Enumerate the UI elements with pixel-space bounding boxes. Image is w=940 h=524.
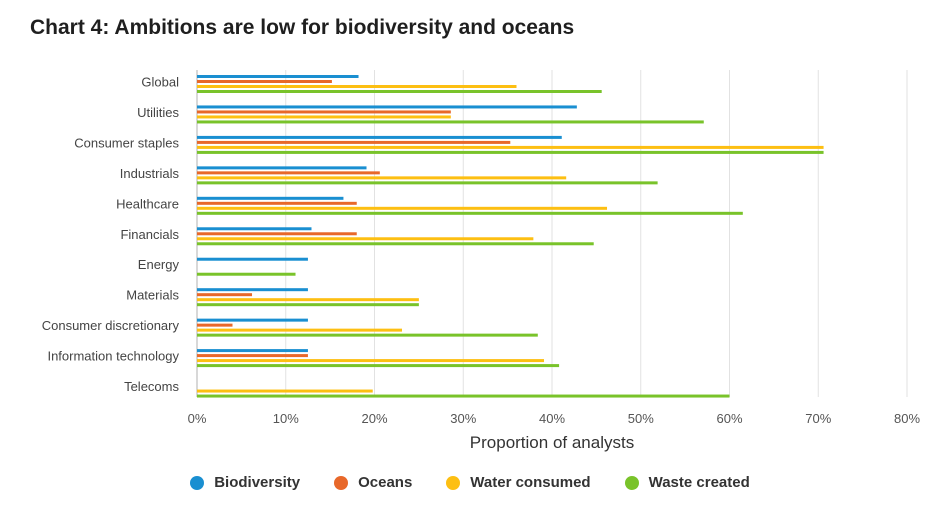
legend-label: Oceans (358, 474, 413, 491)
bar-oceans (197, 171, 380, 175)
bar-waste-created (197, 120, 704, 124)
legend-item: Waste created (624, 474, 750, 491)
bar-water-consumed (197, 206, 608, 210)
bar-biodiversity (197, 227, 312, 231)
bar-water-consumed (197, 176, 567, 180)
legend-label: Biodiversity (214, 474, 301, 491)
x-tick-labels: 0% 10% 20% 30% 40% 50% 60% 70% 80% (188, 411, 921, 426)
category-label: Energy (138, 257, 180, 272)
bar-water-consumed (197, 359, 545, 363)
bar-water-consumed (197, 145, 824, 149)
legend-item: Water consumed (446, 474, 591, 491)
legend-swatch (334, 475, 349, 490)
bar-oceans (197, 232, 357, 236)
bar-water-consumed (197, 115, 451, 119)
category-label: Consumer staples (74, 135, 179, 150)
legend-item: Oceans (334, 474, 412, 491)
x-tick-label: 60% (716, 411, 742, 426)
bar-biodiversity (197, 135, 562, 139)
bar-waste-created (197, 333, 538, 337)
bar-oceans (197, 80, 332, 83)
bar-biodiversity (197, 196, 344, 200)
x-tick-label: 50% (628, 411, 654, 426)
bar-biodiversity (197, 75, 359, 78)
bar-water-consumed (197, 389, 373, 393)
x-tick-label: 10% (273, 411, 299, 426)
legend-swatch (446, 475, 461, 490)
bar-oceans (197, 323, 233, 327)
chart-title: Chart 4: Ambitions are low for biodivers… (30, 16, 575, 39)
bar-biodiversity (197, 318, 308, 322)
bar-waste-created (197, 364, 560, 368)
x-tick-label: 20% (361, 411, 387, 426)
bar-water-consumed (197, 237, 534, 241)
legend-label: Waste created (648, 474, 750, 491)
category-label: Financials (120, 227, 179, 242)
bar-waste-created (197, 303, 419, 307)
bar-oceans (197, 140, 511, 144)
x-axis-label: Proportion of analysts (470, 433, 634, 452)
bar-biodiversity (197, 105, 577, 109)
legend: Biodiversity Oceans Water consumed Waste cr… (0, 474, 940, 491)
bar-biodiversity (197, 257, 308, 261)
bars (197, 75, 824, 398)
bar-waste-created (197, 272, 296, 276)
x-tick-label: 40% (539, 411, 565, 426)
category-labels: Global Utilities Consumer staples Industria… (42, 75, 180, 395)
bar-oceans (197, 354, 308, 358)
bar-biodiversity (197, 349, 308, 353)
bar-oceans (197, 201, 357, 205)
bar-biodiversity (197, 288, 308, 292)
bar-water-consumed (197, 328, 403, 332)
bar-waste-created (197, 394, 730, 398)
category-label: Telecoms (124, 379, 179, 394)
bar-waste-created (197, 150, 824, 154)
category-label: Information technology (47, 349, 179, 364)
category-label: Consumer discretionary (42, 318, 180, 333)
bar-waste-created (197, 90, 602, 93)
bar-waste-created (197, 242, 594, 246)
category-label: Global (141, 75, 179, 90)
bar-biodiversity (197, 166, 367, 170)
category-label: Utilities (137, 105, 179, 120)
legend-swatch (624, 475, 639, 490)
bar-waste-created (197, 211, 743, 215)
x-tick-label: 0% (188, 411, 207, 426)
category-label: Industrials (120, 166, 180, 181)
category-label: Materials (126, 288, 179, 303)
category-label: Healthcare (116, 196, 179, 211)
x-tick-label: 70% (805, 411, 831, 426)
legend-item: Biodiversity (190, 474, 300, 491)
bar-water-consumed (197, 298, 419, 302)
bar-oceans (197, 110, 451, 114)
legend-swatch (190, 475, 205, 490)
bar-waste-created (197, 181, 658, 185)
legend-label: Water consumed (470, 474, 591, 491)
x-tick-label: 80% (894, 411, 920, 426)
bar-oceans (197, 293, 253, 297)
bar-water-consumed (197, 85, 517, 88)
x-tick-label: 30% (450, 411, 476, 426)
